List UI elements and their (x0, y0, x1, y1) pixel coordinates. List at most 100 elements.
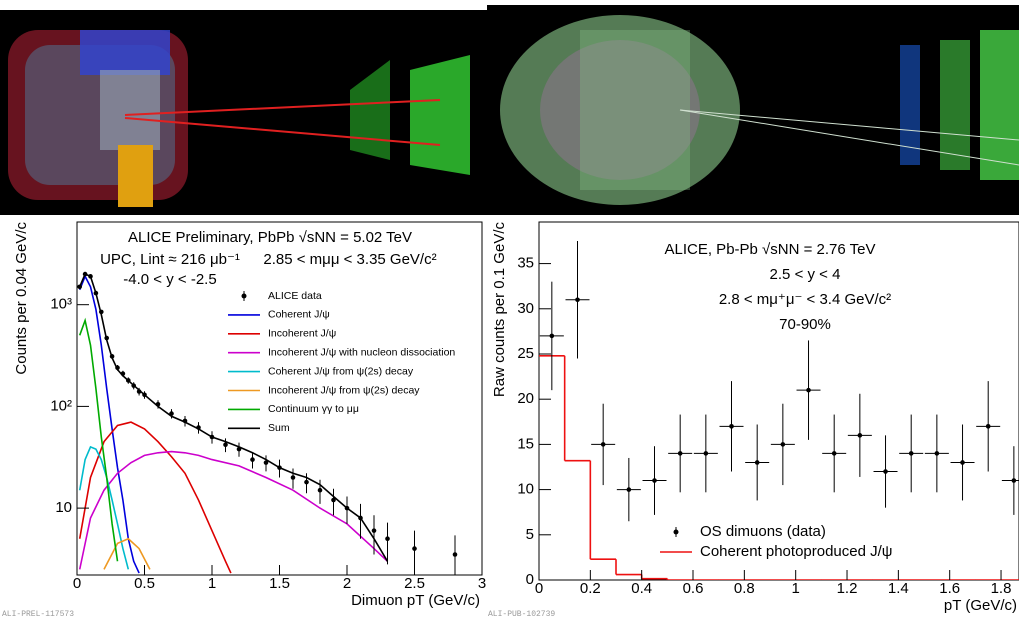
data-point (985, 424, 991, 429)
data-point (104, 335, 109, 341)
data-point (934, 451, 940, 456)
data-point (600, 442, 606, 447)
data-point (126, 378, 131, 383)
source-id: ALI-PUB-102739 (488, 610, 555, 619)
data-point (115, 365, 120, 371)
source-id: ALI-PREL-117573 (2, 610, 74, 619)
x-tick-label: 2 (343, 575, 351, 592)
data-point (209, 434, 215, 440)
data-point (304, 479, 309, 485)
data-point (857, 433, 863, 438)
x-tick-label: 0.2 (580, 580, 601, 597)
data-point (277, 465, 282, 470)
curve (78, 421, 232, 574)
data-point (754, 460, 760, 465)
data-point (317, 487, 323, 493)
y-tick-label: 10² (50, 397, 72, 414)
x-tick-label: 1 (792, 580, 800, 597)
y-tick-label: 0 (526, 571, 534, 588)
legend-label: Sum (268, 422, 290, 434)
x-tick-label: 0.6 (683, 580, 704, 597)
data-point (169, 411, 174, 416)
data-point (412, 546, 417, 551)
data-point (88, 274, 93, 279)
legend-label: Incoherent J/ψ with nucleon dissociation (268, 346, 455, 358)
x-tick-label: 0 (535, 580, 543, 597)
x-tick-label: 2.5 (404, 575, 425, 592)
x-tick-label: 1.4 (888, 580, 909, 597)
data-point (371, 528, 377, 533)
y-tick-label: 30 (517, 300, 534, 317)
annotation: -4.0 < y < -2.5 (123, 271, 216, 288)
x-tick-label: 1.8 (991, 580, 1012, 597)
curve (78, 445, 130, 570)
data-point (136, 389, 142, 394)
y-tick-label: 10 (55, 499, 72, 516)
x-tick-label: 0 (73, 575, 81, 592)
x-tick-label: 1.2 (837, 580, 858, 597)
legend-label: Coherent J/ψ (268, 309, 330, 321)
data-point (182, 418, 188, 424)
y-axis-label: Counts per 0.04 GeV/c (13, 222, 30, 375)
y-tick-label: 10 (517, 481, 534, 498)
legend-label: OS dimuons (data) (700, 523, 826, 540)
y-axis-label: Raw counts per 0.1 GeV/c (491, 222, 508, 398)
event-display-right (487, 5, 1019, 215)
data-point (196, 425, 201, 430)
data-point (263, 460, 269, 465)
curve (78, 450, 389, 570)
x-tick-label: 1 (208, 575, 216, 592)
data-point (82, 271, 88, 277)
curve (78, 317, 119, 562)
x-tick-label: 0.4 (631, 580, 652, 597)
data-point (344, 505, 350, 511)
data-point (549, 333, 555, 339)
data-point (77, 284, 82, 290)
data-point (155, 401, 161, 407)
data-point (236, 446, 242, 452)
data-point (908, 451, 914, 456)
x-tick-label: 1.5 (269, 575, 290, 592)
x-tick-label: 0.8 (734, 580, 755, 597)
y-tick-label: 15 (517, 435, 534, 452)
annotation: ALICE Preliminary, PbPb √sNN = 5.02 TeV (128, 229, 412, 246)
data-point (223, 442, 228, 448)
y-tick-label: 10³ (50, 296, 72, 313)
annotation: 2.8 < mμ⁺μ⁻ < 3.4 GeV/c² (719, 291, 891, 308)
chart: 0 0.2 0.4 0.6 0.8 1 1.2 1.4 1.6 1.8 0 5 10 15 20 25 30 35… (488, 221, 1019, 619)
data-point (729, 424, 734, 429)
data-point (331, 497, 336, 503)
annotation: UPC, Lint ≈ 216 μb⁻¹ (100, 251, 240, 268)
legend-label: Continuum γγ to μμ (268, 403, 359, 415)
data-point (109, 354, 115, 359)
data-point (575, 297, 580, 303)
data-point (883, 469, 888, 474)
legend-label: Coherent photoproduced J/ψ (700, 543, 893, 560)
curve (78, 274, 140, 574)
data-point (99, 309, 104, 315)
data-point (142, 392, 147, 398)
plot-area (77, 271, 458, 575)
y-tick-label: 35 (517, 255, 534, 272)
y-tick-label: 20 (517, 390, 534, 407)
data-point (960, 460, 965, 465)
annotation: 2.85 < mμμ < 3.35 GeV/c² (263, 251, 436, 268)
curve (103, 537, 151, 570)
legend-label: Coherent J/ψ from ψ(2s) decay (268, 365, 414, 377)
data-point (780, 442, 786, 447)
x-tick-label: 0.5 (134, 575, 155, 592)
data-point (290, 475, 296, 480)
x-axis-label: pT (GeV/c) (944, 597, 1017, 614)
chart: 0 0.5 1 1.5 2 2.5 3 10 10² 10³ Dimuon pT (GeV/c) Co… (2, 221, 486, 619)
data-point (677, 451, 683, 456)
y-tick-label: 25 (517, 345, 534, 362)
data-point (1011, 478, 1017, 483)
data-point (703, 451, 709, 456)
data-point (120, 371, 126, 376)
data-point (626, 487, 632, 492)
x-axis-label: Dimuon pT (GeV/c) (351, 592, 480, 609)
annotation: ALICE, Pb-Pb √sNN = 2.76 TeV (665, 241, 876, 258)
annotation: 2.5 < y < 4 (770, 266, 841, 283)
data-point (385, 536, 390, 542)
